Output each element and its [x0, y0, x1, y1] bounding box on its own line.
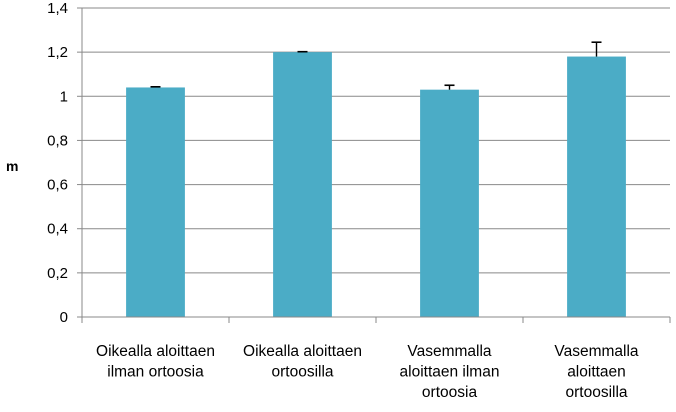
x-category-label: aloittaen ilman	[400, 364, 500, 381]
bar	[567, 56, 626, 318]
x-category-label: ortoosilla	[565, 384, 627, 401]
axes	[77, 7, 671, 323]
x-category-label: ortoosilla	[271, 364, 333, 381]
y-tick-label: 0,8	[47, 132, 68, 149]
x-category-label: Oikealla aloittaen	[243, 343, 362, 360]
y-axis-title: m	[6, 158, 18, 174]
y-tick-label: 1,2	[47, 44, 68, 61]
x-category-label: Oikealla aloittaen	[96, 343, 215, 360]
y-tick-label: 0,2	[47, 265, 68, 282]
y-tick-label: 0	[60, 309, 68, 326]
x-category-label: aloittaen	[567, 364, 626, 381]
error-bars	[150, 41, 602, 90]
bar	[273, 52, 332, 318]
x-category-label: ortoosia	[422, 384, 478, 401]
y-tick-label: 1,4	[47, 0, 68, 17]
bars	[126, 52, 626, 318]
x-category-label: ilman ortoosia	[107, 364, 204, 381]
bar	[126, 87, 185, 317]
y-tick-label: 0,4	[47, 221, 68, 238]
labels: 0 0,2 0,4 0,6 0,8 1 1,2 1,4 Oikealla aloittaen il…	[47, 0, 639, 401]
x-category-label: Vasemmalla	[407, 343, 492, 360]
bar	[420, 89, 479, 318]
y-tick-label: 1	[60, 88, 68, 105]
y-tick-label: 0,6	[47, 177, 68, 194]
x-category-label: Vasemmalla	[554, 343, 639, 360]
